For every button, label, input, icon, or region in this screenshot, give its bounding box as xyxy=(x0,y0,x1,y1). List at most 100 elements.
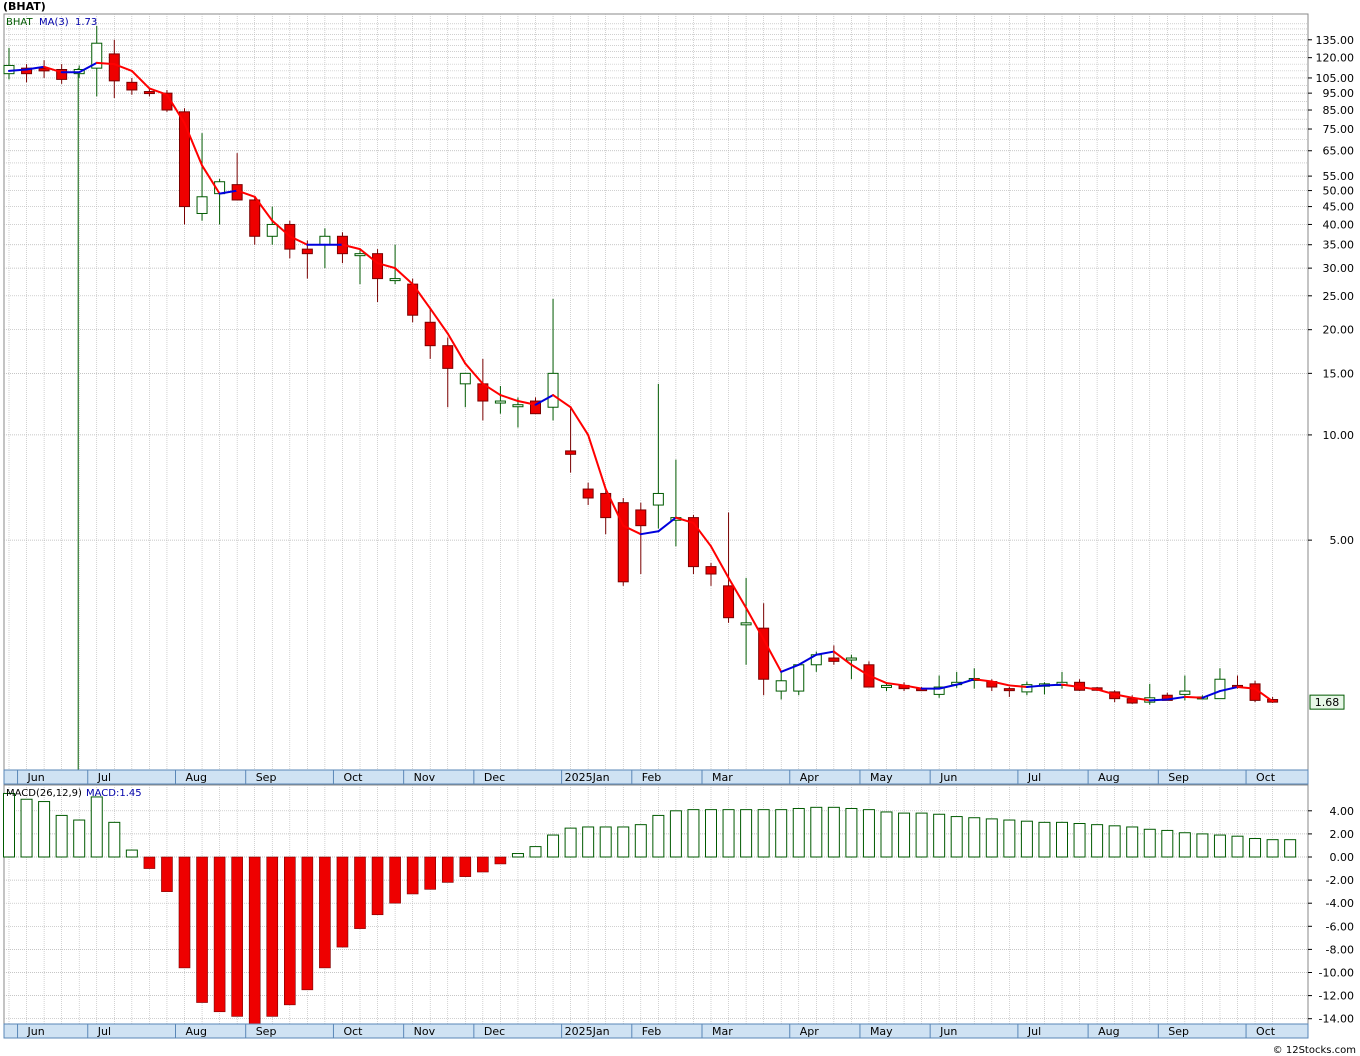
macd-month-label: Oct xyxy=(1256,1025,1276,1038)
candle-body xyxy=(143,91,155,95)
candle-body xyxy=(126,81,138,91)
ma3-segment xyxy=(1043,683,1063,687)
macd-y-tick-label: -6.00 xyxy=(1326,920,1354,933)
price-y-tick-label: 75.00 xyxy=(1323,123,1355,136)
ma3-segment xyxy=(604,488,625,527)
price-month-label: Dec xyxy=(484,771,505,784)
ma3-segment xyxy=(832,650,853,666)
candle-body xyxy=(933,686,945,695)
macd-bar xyxy=(371,856,384,916)
ma3-segment xyxy=(446,332,467,365)
price-y-tick-label: 135.00 xyxy=(1316,34,1355,47)
macd-bar xyxy=(740,809,753,858)
ma3-segment xyxy=(1096,688,1116,696)
chart-title: (BHAT) xyxy=(3,0,46,13)
macd-bar xyxy=(775,809,788,858)
macd-bar xyxy=(1020,820,1033,858)
ma3-segment xyxy=(1254,687,1274,703)
macd-bar xyxy=(161,856,173,892)
macd-month-label: May xyxy=(870,1025,893,1038)
candle-body xyxy=(1003,688,1015,692)
macd-bar xyxy=(634,824,647,858)
ma3-segment xyxy=(692,521,712,548)
macd-bar xyxy=(810,806,823,858)
macd-bar xyxy=(1143,828,1156,858)
price-y-tick-label: 50.00 xyxy=(1323,185,1355,198)
price-y-tick-label: 55.00 xyxy=(1323,170,1355,183)
macd-bar xyxy=(652,814,665,858)
macd-bar xyxy=(389,856,401,904)
ma3-segment xyxy=(1148,698,1169,702)
macd-bar xyxy=(143,856,156,869)
ma3-segment xyxy=(534,394,555,406)
macd-bar xyxy=(196,856,208,1003)
price-y-tick-label: 25.00 xyxy=(1323,290,1355,303)
macd-bar xyxy=(494,856,507,865)
macd-month-label: Mar xyxy=(712,1025,733,1038)
price-month-label: Jun xyxy=(27,771,45,784)
price-y-tick-label: 10.00 xyxy=(1323,429,1355,442)
ma3-segment xyxy=(113,63,133,72)
ma3-segment xyxy=(657,516,677,533)
macd-bar xyxy=(687,809,700,858)
candle-body xyxy=(301,248,313,255)
ma3-segment xyxy=(1218,686,1239,693)
macd-bar xyxy=(38,801,51,858)
price-y-tick-label: 15.00 xyxy=(1323,367,1355,380)
macd-bar xyxy=(705,809,717,858)
legend-ma: MA(3) xyxy=(39,17,69,28)
ma3-segment xyxy=(1025,684,1046,689)
ma3-segment xyxy=(622,524,642,536)
macd-bar xyxy=(933,813,946,858)
candle-body xyxy=(56,69,68,80)
macd-bar xyxy=(582,826,595,858)
candle-body xyxy=(354,253,366,257)
macd-axis-band xyxy=(3,1023,1309,1039)
macd-bar xyxy=(564,827,577,858)
ma3-segment xyxy=(815,650,835,656)
ma3-segment xyxy=(1201,690,1221,699)
macd-bar xyxy=(880,811,893,858)
macd-bar xyxy=(1126,826,1139,858)
ma3-segment xyxy=(1078,686,1099,691)
candle-body xyxy=(723,585,735,619)
macd-bar xyxy=(968,817,981,858)
candle-body xyxy=(740,622,752,626)
last-price-label: 1.68 xyxy=(1315,696,1340,709)
legend-ma-value: 1.73 xyxy=(75,17,97,28)
legend-symbol: BHAT xyxy=(6,17,33,28)
ma3-segment xyxy=(253,195,274,222)
candle-body xyxy=(845,657,857,661)
macd-month-label: Oct xyxy=(343,1025,363,1038)
macd-month-label: Sep xyxy=(256,1025,277,1038)
candle-body xyxy=(108,53,120,82)
ma3-segment xyxy=(587,433,607,491)
macd-bar xyxy=(1161,829,1174,858)
macd-bar xyxy=(477,856,489,873)
ma3-segment xyxy=(183,122,204,167)
price-y-tick-label: 105.00 xyxy=(1316,72,1355,85)
macd-bar xyxy=(1284,839,1297,858)
macd-bar xyxy=(722,809,735,858)
ma3-segment xyxy=(938,683,958,690)
candle-body xyxy=(266,223,278,237)
price-y-tick-label: 5.00 xyxy=(1330,534,1355,547)
ma3-segment xyxy=(148,87,168,96)
candle-body xyxy=(389,278,401,282)
ma3-segment xyxy=(341,243,361,251)
macd-bar xyxy=(1213,834,1226,858)
price-y-tick-label: 30.00 xyxy=(1323,262,1355,275)
price-month-label: Sep xyxy=(256,771,277,784)
macd-month-label: Jul xyxy=(97,1025,111,1038)
price-y-tick-label: 95.00 xyxy=(1323,87,1355,100)
macd-bar xyxy=(547,834,560,858)
candle-body xyxy=(652,492,664,506)
ma3-segment xyxy=(710,545,730,579)
macd-bar xyxy=(3,792,15,858)
macd-bar xyxy=(1038,821,1051,858)
macd-month-label: Nov xyxy=(414,1025,436,1038)
price-month-label: Aug xyxy=(186,771,207,784)
macd-month-label: Apr xyxy=(800,1025,820,1038)
macd-bar xyxy=(1091,824,1104,858)
candle-body xyxy=(319,235,331,246)
